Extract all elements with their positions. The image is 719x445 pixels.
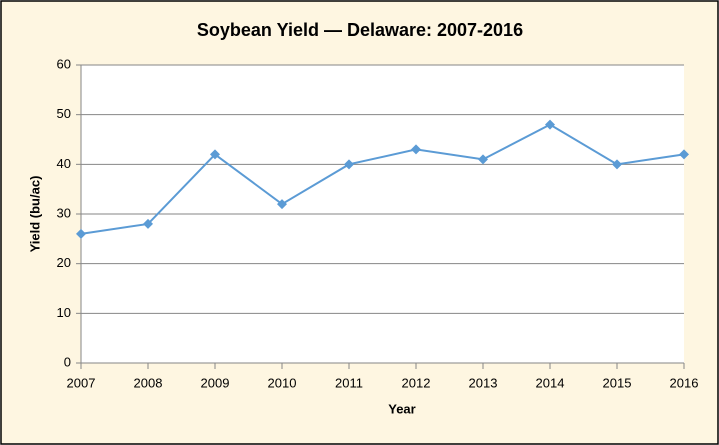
- data-marker: [143, 218, 153, 229]
- data-marker: [210, 149, 220, 160]
- y-tick-label: 20: [57, 255, 71, 270]
- data-marker: [277, 199, 287, 210]
- y-axis-label: Yield (bu/ac): [27, 176, 42, 253]
- y-tick-label: 30: [57, 205, 71, 220]
- x-tick-label: 2011: [335, 375, 363, 390]
- data-marker: [545, 119, 555, 130]
- y-tick-label: 50: [57, 106, 71, 121]
- x-tick-label: 2008: [134, 375, 163, 390]
- chart-title: Soybean Yield — Delaware: 2007-2016: [197, 20, 523, 40]
- y-tick-label: 10: [57, 305, 71, 320]
- data-marker: [344, 159, 354, 170]
- y-tick-label: 60: [57, 56, 71, 71]
- y-tick-label: 40: [57, 156, 71, 171]
- x-axis-label: Year: [388, 401, 415, 416]
- data-marker: [612, 159, 622, 170]
- data-marker: [478, 154, 488, 165]
- x-tick-label: 2012: [402, 375, 431, 390]
- x-tick-label: 2007: [67, 375, 96, 390]
- data-marker: [76, 228, 86, 239]
- data-marker: [679, 149, 689, 160]
- data-line: [80, 123, 685, 235]
- y-tick-label: 0: [64, 354, 71, 369]
- data-marker: [411, 144, 421, 155]
- x-tick-label: 2013: [469, 375, 498, 390]
- x-tick-label: 2015: [603, 375, 632, 390]
- x-tick-label: 2016: [670, 375, 699, 390]
- x-tick-label: 2010: [268, 375, 297, 390]
- x-tick-label: 2009: [201, 375, 230, 390]
- x-tick-label: 2014: [536, 375, 565, 390]
